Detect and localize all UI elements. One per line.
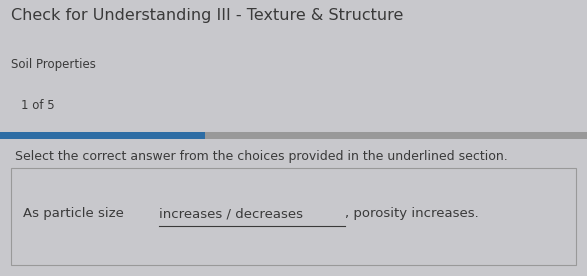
Text: 1 of 5: 1 of 5 bbox=[21, 99, 54, 112]
Text: Check for Understanding III - Texture & Structure: Check for Understanding III - Texture & … bbox=[11, 8, 403, 23]
Text: increases / decreases: increases / decreases bbox=[159, 207, 303, 221]
FancyBboxPatch shape bbox=[0, 132, 587, 139]
FancyBboxPatch shape bbox=[11, 168, 576, 265]
FancyBboxPatch shape bbox=[0, 132, 205, 139]
Text: Select the correct answer from the choices provided in the underlined section.: Select the correct answer from the choic… bbox=[15, 150, 507, 163]
Text: As particle size: As particle size bbox=[23, 207, 129, 221]
Text: Soil Properties: Soil Properties bbox=[11, 58, 96, 71]
Text: , porosity increases.: , porosity increases. bbox=[345, 207, 478, 221]
